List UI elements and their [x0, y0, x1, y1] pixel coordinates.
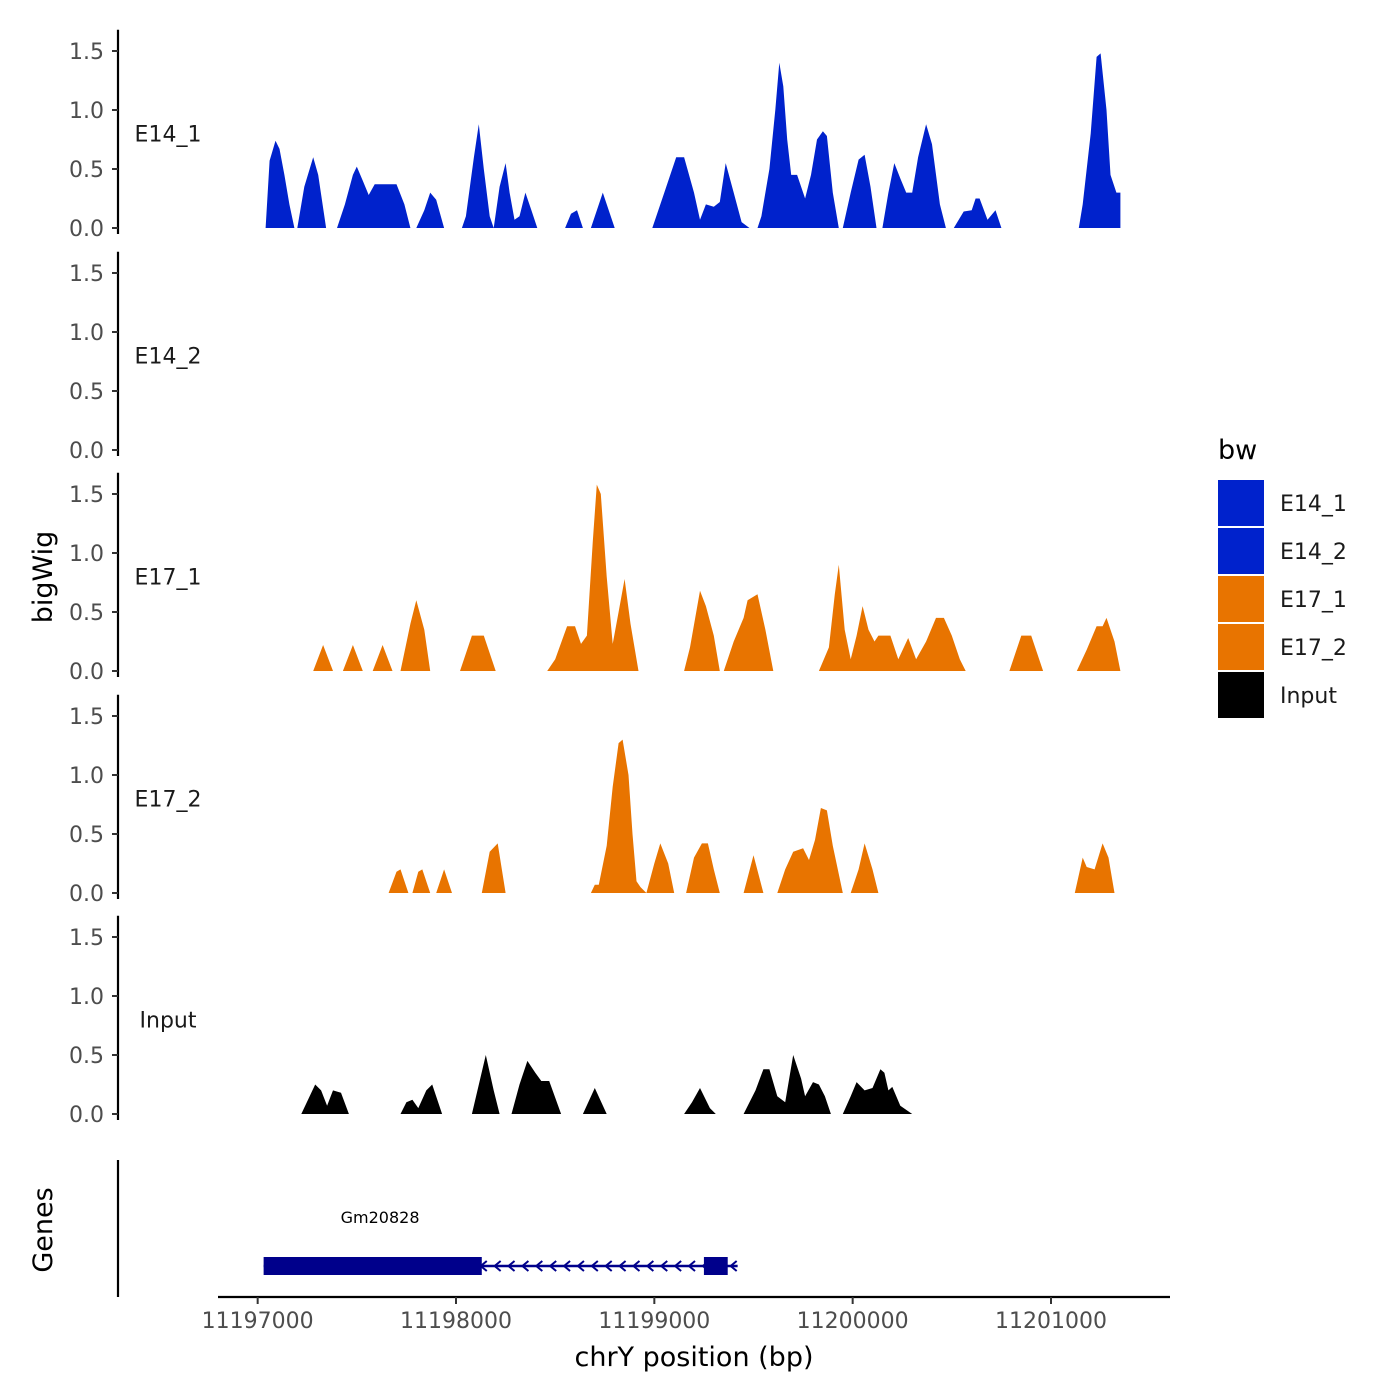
signal-area	[388, 739, 1115, 893]
strand-arrow	[659, 1260, 668, 1272]
y-tick-label: 1.5	[69, 926, 104, 951]
x-tick-label: 11201000	[995, 1309, 1107, 1334]
strand-arrow	[576, 1260, 585, 1272]
track-label: Input	[140, 1009, 197, 1034]
track-e17-1: 0.0 0.5 1.0 1.5 E17_1	[69, 472, 1121, 685]
y-tick-label: 0.0	[69, 882, 104, 907]
track-label: E17_2	[135, 788, 202, 813]
track-input: 0.0 0.5 1.0 1.5 Input	[69, 915, 913, 1128]
track-label: E17_1	[135, 566, 202, 591]
legend: bw E14_1 E14_2 E17_1 E17_2 Input	[1218, 435, 1347, 718]
x-axis: 11197000 11198000 11199000 11200000 11201000	[202, 1295, 1170, 1334]
track-e17-2: 0.0 0.5 1.0 1.5 E17_2	[69, 694, 1115, 907]
strand-arrow	[562, 1260, 571, 1272]
strand-arrow	[645, 1260, 655, 1272]
y-tick-label: 1.0	[69, 321, 104, 346]
strand-arrow	[729, 1260, 738, 1272]
legend-title: bw	[1218, 435, 1257, 466]
gene-label: Gm20828	[341, 1208, 420, 1227]
strand-arrow	[506, 1260, 516, 1272]
legend-label: E17_1	[1280, 588, 1347, 613]
y-tick-label: 0.0	[69, 217, 104, 242]
genes-panel: Gm20828	[116, 1160, 738, 1297]
genes-panel-title: Genes	[28, 1187, 59, 1272]
x-axis-title: chrY position (bp)	[574, 1342, 813, 1373]
y-tick-label: 0.5	[69, 823, 104, 848]
track-label: E14_2	[135, 345, 202, 370]
gene-gm20828: Gm20828	[263, 1208, 738, 1275]
strand-arrow	[687, 1260, 696, 1272]
y-tick-label: 0.5	[69, 1044, 104, 1069]
y-tick-label: 1.0	[69, 99, 104, 124]
track-e14-1: 0.0 0.5 1.0 1.5 E14_1	[69, 29, 1121, 242]
y-tick-label: 1.5	[69, 705, 104, 730]
y-tick-label: 1.5	[69, 483, 104, 508]
legend-swatch	[1218, 672, 1264, 718]
y-tick-label: 1.0	[69, 764, 104, 789]
legend-swatch	[1218, 528, 1264, 574]
y-tick-label: 1.5	[69, 262, 104, 287]
legend-label: E17_2	[1280, 636, 1347, 661]
strand-arrow	[673, 1260, 682, 1272]
legend-swatch	[1218, 480, 1264, 526]
x-tick-label: 11199000	[598, 1309, 710, 1334]
legend-label: E14_1	[1280, 492, 1347, 517]
legend-swatch	[1218, 624, 1264, 670]
y-tick-label: 1.0	[69, 985, 104, 1010]
legend-label: E14_2	[1280, 540, 1347, 565]
track-label: E14_1	[135, 123, 202, 148]
strand-arrow	[520, 1260, 530, 1272]
exon	[263, 1257, 482, 1275]
signal-area	[313, 484, 1121, 671]
strand-arrow	[631, 1260, 641, 1272]
y-tick-label: 1.5	[69, 40, 104, 65]
signal-area	[265, 53, 1121, 229]
strand-arrow	[590, 1260, 599, 1272]
y-tick-label: 0.5	[69, 601, 104, 626]
signal-area	[301, 1055, 913, 1114]
y-tick-label: 0.5	[69, 158, 104, 183]
y-tick-label: 0.5	[69, 380, 104, 405]
strand-arrow	[534, 1260, 543, 1272]
x-tick-label: 11198000	[400, 1309, 512, 1334]
strand-arrow	[604, 1260, 613, 1272]
x-tick-label: 11200000	[797, 1309, 909, 1334]
y-axis-title: bigWig	[28, 531, 59, 624]
y-tick-label: 0.0	[69, 439, 104, 464]
strand-arrow	[493, 1260, 502, 1272]
legend-label: Input	[1280, 684, 1337, 709]
track-e14-2: 0.0 0.5 1.0 1.5 E14_2	[69, 251, 202, 464]
y-tick-label: 0.0	[69, 1103, 104, 1128]
y-tick-label: 0.0	[69, 660, 104, 685]
strand-arrow	[618, 1260, 627, 1272]
y-tick-label: 1.0	[69, 542, 104, 567]
x-tick-label: 11197000	[202, 1309, 314, 1334]
legend-swatch	[1218, 576, 1264, 622]
exon	[703, 1257, 728, 1275]
track-panels: 0.0 0.5 1.0 1.5 E14_1 0.0 0.5 1.0 1.5 E14_2 0.0 0.5…	[69, 29, 1121, 1128]
strand-arrow	[548, 1260, 557, 1272]
